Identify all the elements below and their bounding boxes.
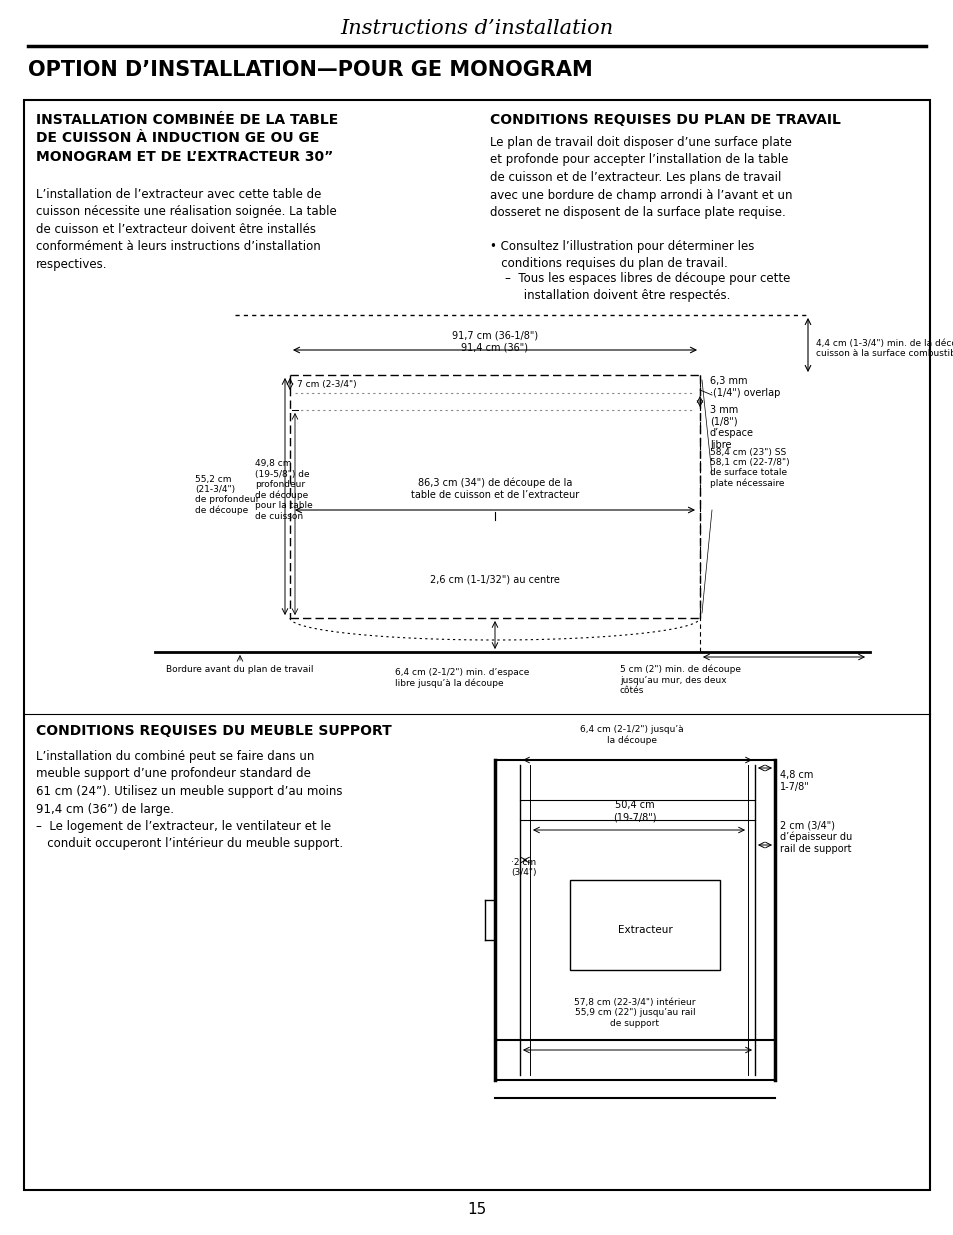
Text: Extracteur: Extracteur (617, 925, 672, 935)
Text: Le plan de travail doit disposer d’une surface plate
et profonde pour accepter l: Le plan de travail doit disposer d’une s… (490, 136, 792, 219)
Text: INSTALLATION COMBINÉE DE LA TABLE
DE CUISSON À INDUCTION GE OU GE
MONOGRAM ET DE: INSTALLATION COMBINÉE DE LA TABLE DE CUI… (36, 112, 338, 164)
Text: 2,6 cm (1-1/32") au centre: 2,6 cm (1-1/32") au centre (430, 576, 559, 585)
Text: 4,8 cm
1-7/8": 4,8 cm 1-7/8" (780, 769, 813, 792)
Text: CONDITIONS REQUISES DU MEUBLE SUPPORT: CONDITIONS REQUISES DU MEUBLE SUPPORT (36, 724, 392, 739)
Text: 15: 15 (467, 1203, 486, 1218)
Text: 86,3 cm (34") de découpe de la
table de cuisson et de l’extracteur: 86,3 cm (34") de découpe de la table de … (411, 478, 578, 500)
Text: 57,8 cm (22-3/4") intérieur
55,9 cm (22") jusqu’au rail
de support: 57,8 cm (22-3/4") intérieur 55,9 cm (22"… (574, 998, 695, 1028)
Text: L’installation du combiné peut se faire dans un
meuble support d’une profondeur : L’installation du combiné peut se faire … (36, 750, 342, 815)
Text: 55,2 cm
(21-3/4")
de profondeur
de découpe: 55,2 cm (21-3/4") de profondeur de décou… (194, 474, 259, 515)
Text: ·2 cm
(3/4"): ·2 cm (3/4") (511, 858, 537, 877)
Bar (24, 100, 929, 1191)
Text: L’installation de l’extracteur avec cette table de
cuisson nécessite une réalisa: L’installation de l’extracteur avec cett… (36, 188, 336, 270)
Text: 49,8 cm
(19-5/8") de
profondeur
de découpe
pour la table
de cuisson: 49,8 cm (19-5/8") de profondeur de décou… (254, 459, 313, 521)
Text: 6,3 mm: 6,3 mm (709, 375, 747, 387)
Text: OPTION D’INSTALLATION—POUR GE MONOGRAM: OPTION D’INSTALLATION—POUR GE MONOGRAM (28, 61, 592, 80)
Text: 58,4 cm (23") SS
58,1 cm (22-7/8")
de surface totale
plate nécessaire: 58,4 cm (23") SS 58,1 cm (22-7/8") de su… (709, 447, 789, 488)
Text: 6,4 cm (2-1/2") jusqu’à
la découpe: 6,4 cm (2-1/2") jusqu’à la découpe (579, 725, 683, 745)
Text: –  Tous les espaces libres de découpe pour cette
     installation doivent être : – Tous les espaces libres de découpe pou… (504, 272, 789, 303)
Text: 4,4 cm (1-3/4") min. de la découpe de la table de
cuisson à la surface combustib: 4,4 cm (1-3/4") min. de la découpe de la… (815, 338, 953, 358)
Text: –  Le logement de l’extracteur, le ventilateur et le
   conduit occuperont l’int: – Le logement de l’extracteur, le ventil… (36, 820, 343, 851)
Text: 3 mm
(1/8")
d’espace
libre: 3 mm (1/8") d’espace libre (709, 405, 753, 450)
Text: • Consultez l’illustration pour déterminer les
   conditions requises du plan de: • Consultez l’illustration pour détermin… (490, 240, 754, 270)
Text: 91,4 cm (36"): 91,4 cm (36") (461, 343, 528, 353)
Text: 5 cm (2") min. de découpe
jusqu’au mur, des deux
côtés: 5 cm (2") min. de découpe jusqu’au mur, … (619, 664, 740, 695)
Text: Bordure avant du plan de travail: Bordure avant du plan de travail (166, 664, 314, 674)
Text: 7 cm (2-3/4"): 7 cm (2-3/4") (296, 379, 356, 389)
Text: 91,7 cm (36-1/8"): 91,7 cm (36-1/8") (452, 331, 537, 341)
Text: 6,4 cm (2-1/2") min. d’espace
libre jusqu’à la découpe: 6,4 cm (2-1/2") min. d’espace libre jusq… (395, 668, 529, 688)
Text: 2 cm (3/4")
d’épaisseur du
rail de support: 2 cm (3/4") d’épaisseur du rail de suppo… (780, 820, 851, 853)
Bar (569, 881, 720, 969)
Text: 50,4 cm
(19-7/8"): 50,4 cm (19-7/8") (613, 800, 656, 823)
Text: CONDITIONS REQUISES DU PLAN DE TRAVAIL: CONDITIONS REQUISES DU PLAN DE TRAVAIL (490, 112, 840, 127)
Text: Instructions d’installation: Instructions d’installation (340, 19, 613, 37)
Text: ·(1/4") overlap: ·(1/4") overlap (709, 388, 780, 398)
